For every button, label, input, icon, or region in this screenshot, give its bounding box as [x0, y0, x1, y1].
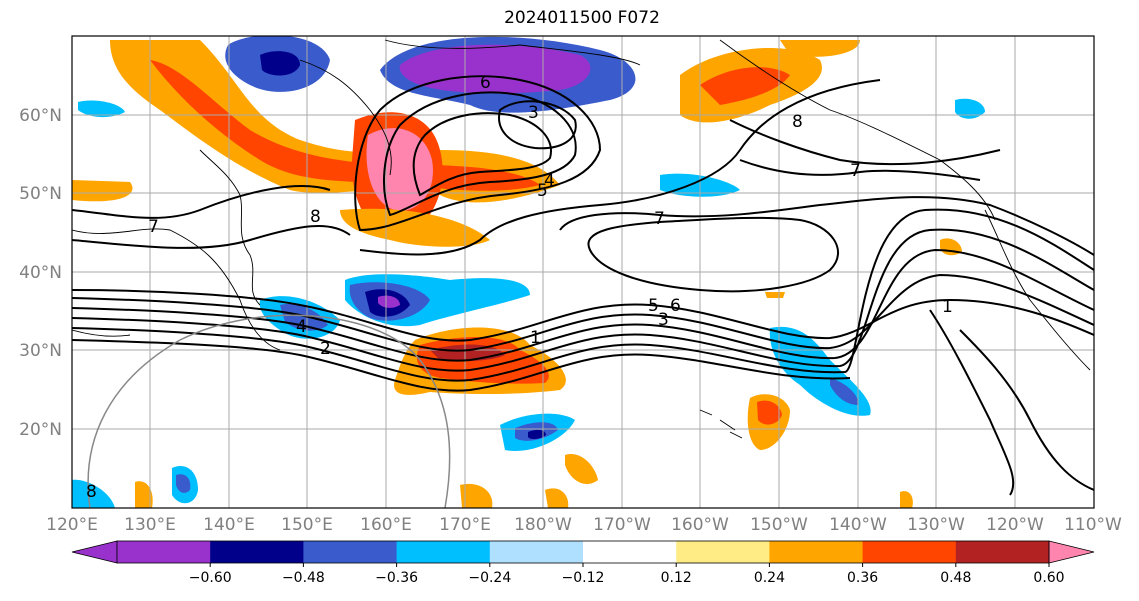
- colorbar-tick-label: −0.24: [468, 570, 511, 586]
- contour-label: 3: [658, 310, 669, 330]
- contour-label: 4: [544, 171, 555, 191]
- lon-label: 120°E: [46, 515, 98, 535]
- colorbar: [71, 540, 1095, 564]
- lat-label: 60°N: [19, 106, 62, 126]
- contour-label: 1: [530, 328, 541, 348]
- colorbar-tick-label: 0.36: [847, 570, 878, 586]
- lat-label: 30°N: [19, 341, 62, 361]
- lon-label: 140°E: [203, 515, 255, 535]
- contour-label: 8: [792, 112, 803, 132]
- map-title: 2024011500 F072: [504, 8, 660, 28]
- map-grid: [72, 36, 1094, 508]
- colorbar-tick-label: −0.60: [189, 570, 232, 586]
- contour-label: 5: [648, 296, 659, 316]
- colorbar-segment: [583, 541, 677, 563]
- contour-label: 8: [310, 207, 321, 227]
- lon-label: 170°E: [439, 515, 491, 535]
- contour-label-group: 7 8 3 4 5 6 7 7 5 6 3 1 1 2 4 8 8: [86, 73, 953, 502]
- map-panel: 7 8 3 4 5 6 7 7 5 6 3 1 1 2 4 8 8: [71, 35, 1095, 509]
- colorbar-segment: [489, 541, 584, 563]
- lat-label: 40°N: [19, 263, 62, 283]
- lon-label: 140°W: [829, 515, 887, 535]
- colorbar-segment: [396, 541, 491, 563]
- contour-label: 1: [942, 297, 953, 317]
- coastlines: [72, 39, 1091, 439]
- contour-label: 7: [850, 161, 861, 181]
- map-frame: [71, 35, 1095, 509]
- contour-label: 5: [537, 181, 548, 201]
- lon-label: 120°W: [986, 515, 1044, 535]
- contour-label: 6: [670, 296, 681, 316]
- lon-label: 110°W: [1064, 515, 1122, 535]
- colorbar-segment: [117, 541, 211, 563]
- contour-label: 6: [480, 73, 491, 93]
- colorbar-segment: [862, 541, 957, 563]
- colorbar-extend-low: [71, 540, 118, 564]
- lon-label: 150°E: [281, 515, 333, 535]
- colorbar-extend-high: [1048, 540, 1095, 564]
- colorbar-segment: [769, 541, 864, 563]
- colorbar-segment: [303, 541, 398, 563]
- gray-ring: [87, 314, 451, 508]
- longitude-labels: 120°E 130°E 140°E 150°E 160°E 170°E 180°…: [46, 515, 1122, 535]
- colorbar-tick-label: 0.12: [661, 570, 692, 586]
- contour-label: 4: [296, 317, 307, 337]
- colorbar-segment: [955, 541, 1050, 563]
- lon-label: 130°E: [124, 515, 176, 535]
- colorbar-segment: [676, 541, 770, 563]
- contour-label: 2: [320, 339, 331, 359]
- colorbar-ticks: −0.60 −0.48 −0.36 −0.24 −0.12 0.12 0.24 0.36 0.4…: [189, 563, 1065, 586]
- contour-label: 7: [654, 209, 665, 229]
- lon-label: 160°E: [360, 515, 412, 535]
- lon-label: 180°W: [514, 515, 572, 535]
- latitude-labels: 60°N 50°N 40°N 30°N 20°N: [19, 106, 62, 440]
- colorbar-tick-label: −0.36: [375, 570, 418, 586]
- lon-label: 160°W: [671, 515, 729, 535]
- contour-lines: [72, 75, 1094, 496]
- colorbar-tick-label: 0.48: [940, 570, 971, 586]
- lat-label: 50°N: [19, 184, 62, 204]
- colorbar-tick-label: 0.60: [1033, 570, 1064, 586]
- colorbar-tick-label: 0.24: [754, 570, 785, 586]
- positive-anomaly-band: [110, 40, 560, 203]
- lon-label: 130°W: [907, 515, 965, 535]
- contour-label: 7: [148, 217, 159, 237]
- colorbar-tick-label: −0.48: [282, 570, 325, 586]
- lon-label: 170°W: [593, 515, 651, 535]
- contour-label: 8: [86, 482, 97, 502]
- colorbar-segment: [210, 541, 304, 563]
- colorbar-tick-label: −0.12: [562, 570, 605, 586]
- lon-label: 150°W: [750, 515, 808, 535]
- lat-label: 20°N: [19, 420, 62, 440]
- contour-label: 3: [528, 103, 539, 123]
